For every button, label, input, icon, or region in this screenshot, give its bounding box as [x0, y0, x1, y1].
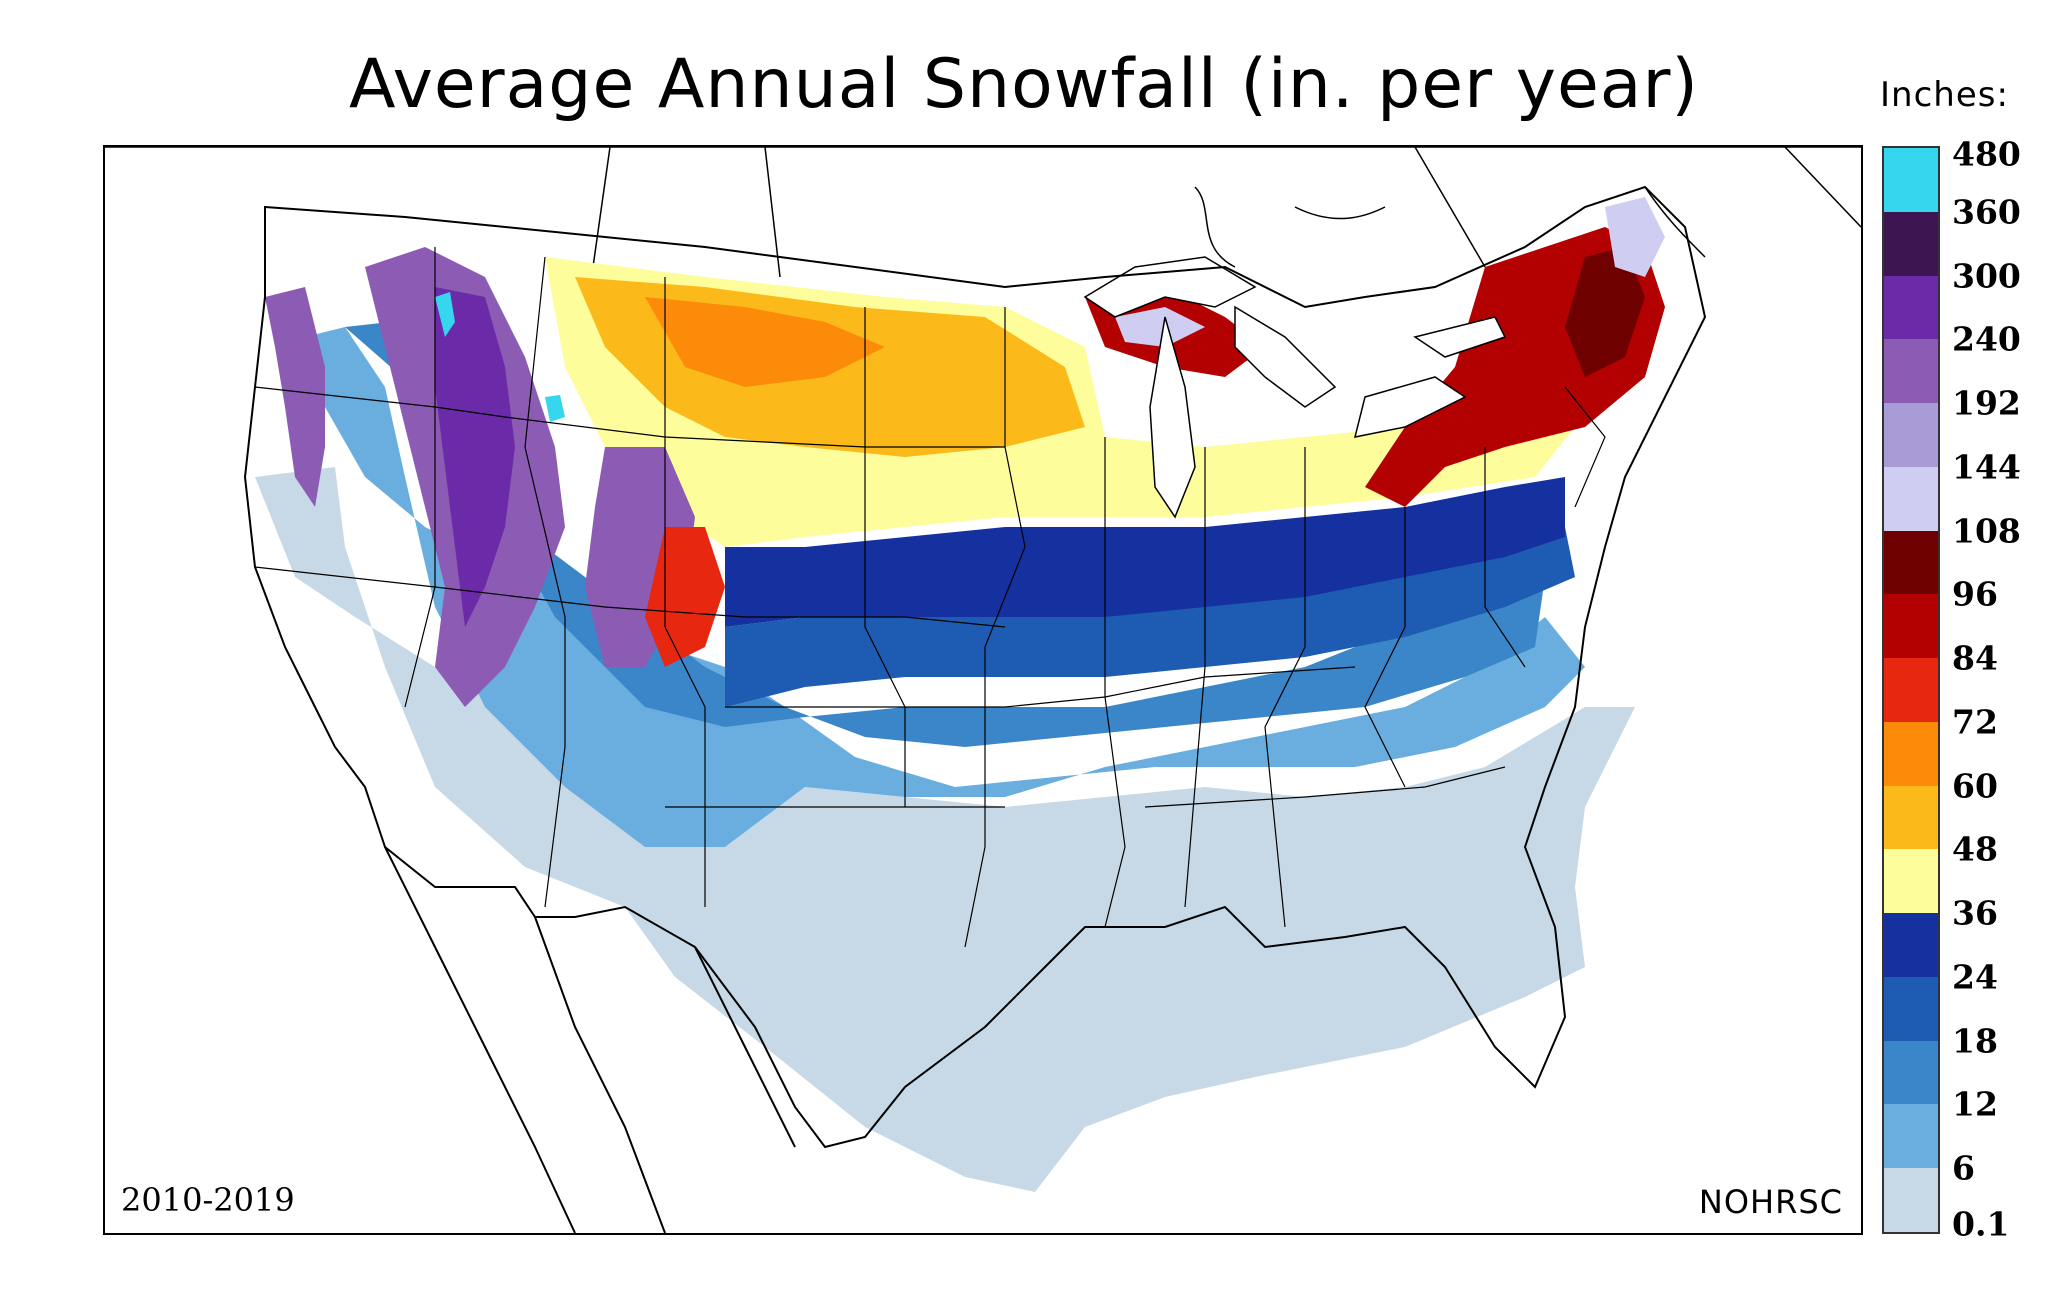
legend-swatch [1884, 466, 1938, 531]
legend-label: 144 [1952, 447, 2021, 487]
legend-swatch [1884, 594, 1938, 658]
legend-swatch [1884, 403, 1938, 467]
legend-swatch [1884, 721, 1938, 786]
legend-label: 96 [1952, 574, 1998, 614]
band-purple-rockies [435, 287, 515, 627]
legend-swatch [1884, 1104, 1938, 1168]
legend-label: 0.1 [1952, 1204, 2010, 1244]
map-canvas [105, 147, 1861, 1233]
legend-label: 300 [1952, 256, 2021, 296]
legend-swatch [1884, 530, 1938, 595]
legend-swatch [1884, 976, 1938, 1041]
legend-swatch [1884, 148, 1938, 212]
legend-label: 60 [1952, 766, 1998, 806]
band-darkred-ne [1565, 247, 1645, 377]
legend-label: 192 [1952, 383, 2021, 423]
legend-label: 72 [1952, 702, 1998, 742]
legend-swatch [1884, 913, 1938, 977]
band-36 [725, 477, 1565, 627]
great-lakes [1083, 256, 1507, 519]
state-borders [254, 247, 1606, 948]
band-0-1 [255, 467, 1635, 1192]
legend-swatch [1884, 211, 1938, 276]
legend-label: 18 [1952, 1021, 1998, 1061]
map-title: Average Annual Snowfall (in. per year) [349, 45, 1699, 124]
legend-swatch [1884, 275, 1938, 340]
band-lavender-ne [1605, 197, 1665, 277]
band-purple-sierra [265, 287, 325, 507]
snowfall-map[interactable]: 2010-2019 NOHRSC [103, 145, 1863, 1235]
band-6 [305, 327, 1585, 847]
legend-swatch [1884, 339, 1938, 403]
legend-title: Inches: [1880, 75, 2009, 115]
legend-label: 12 [1952, 1084, 1998, 1124]
legend-swatch [1884, 849, 1938, 913]
legend-label: 36 [1952, 893, 1998, 933]
legend-swatch [1884, 785, 1938, 850]
legend-label: 480 [1952, 134, 2021, 174]
band-24 [725, 527, 1575, 707]
legend-swatch [1884, 658, 1938, 722]
source-label: NOHRSC [1698, 1183, 1843, 1221]
legend-label: 48 [1952, 829, 1998, 869]
legend-swatch [1884, 1040, 1938, 1105]
legend-label: 6 [1952, 1148, 1975, 1188]
period-label: 2010-2019 [121, 1181, 295, 1219]
background-outlines [105, 147, 1861, 278]
band-lavender-mi [1115, 307, 1205, 347]
legend-label: 84 [1952, 638, 1998, 678]
legend-label: 108 [1952, 511, 2021, 551]
legend-label: 360 [1952, 192, 2021, 232]
legend-swatch [1884, 1168, 1938, 1232]
band-cyan-peaks [435, 292, 565, 422]
legend-label: 24 [1952, 957, 1998, 997]
legend-colorbar [1882, 146, 1940, 1234]
country-borders [243, 185, 1707, 1233]
legend-label: 240 [1952, 319, 2021, 359]
band-72 [645, 297, 885, 387]
